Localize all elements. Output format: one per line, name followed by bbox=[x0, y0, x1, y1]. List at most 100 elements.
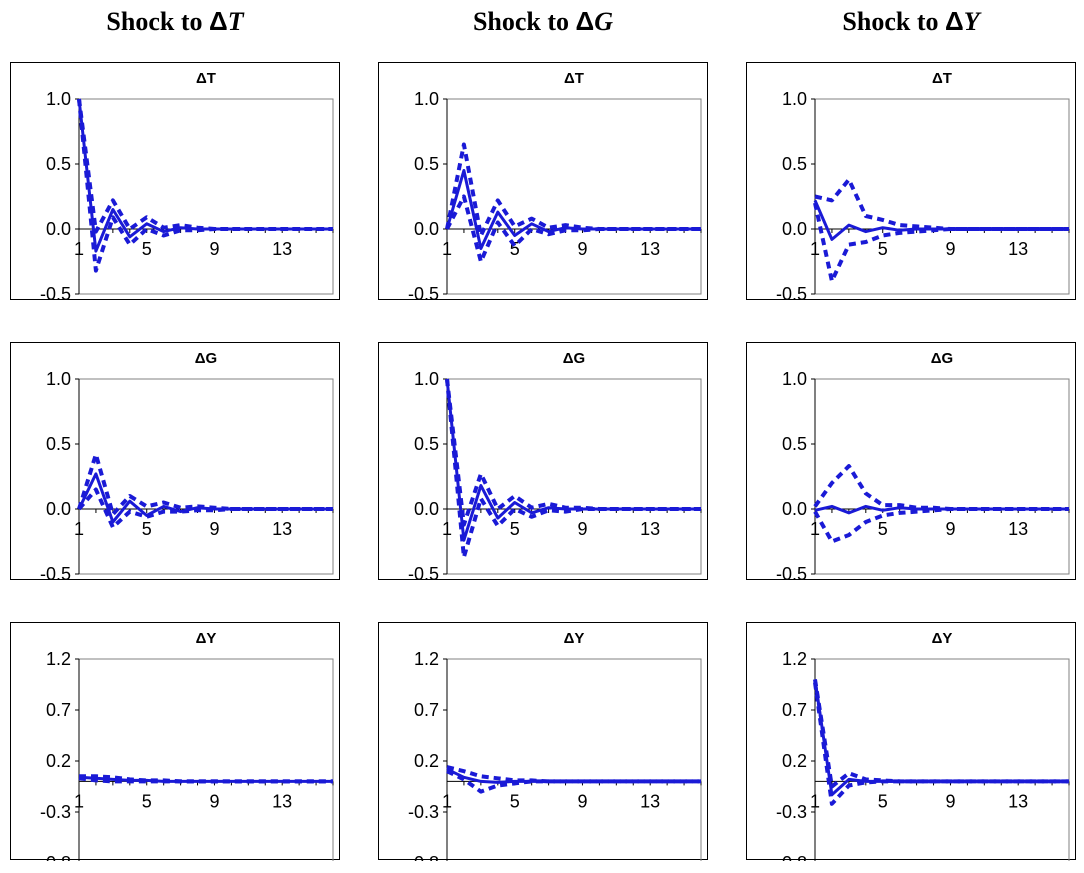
y-tick-label: 0.0 bbox=[414, 499, 439, 519]
y-tick-label: 0.0 bbox=[46, 219, 71, 239]
y-tick-label: -0.3 bbox=[40, 802, 71, 822]
title-var: Y bbox=[963, 7, 980, 36]
y-tick-label: 0.7 bbox=[414, 700, 439, 720]
panel-title: ΔG bbox=[195, 350, 217, 367]
x-tick-label: 1 bbox=[810, 239, 820, 259]
irf-panel: ΔY 1.2 0.7 0.2 -0.3 -0.8 1 5 9 13 bbox=[10, 622, 340, 861]
column-title-shock-y: Shock to ΔY bbox=[746, 6, 1076, 37]
x-tick-label: 9 bbox=[209, 791, 219, 811]
y-tick-label: -0.8 bbox=[408, 853, 439, 861]
impulse-response-line bbox=[77, 98, 333, 253]
plot-area bbox=[78, 658, 334, 861]
y-tick-label: 1.0 bbox=[414, 369, 439, 389]
y-tick-label: 1.2 bbox=[414, 649, 439, 669]
y-tick-label: -0.5 bbox=[40, 284, 71, 301]
panel-title: ΔT bbox=[196, 70, 216, 87]
x-tick-label: 5 bbox=[142, 519, 152, 539]
x-tick-label: 5 bbox=[878, 239, 888, 259]
confidence-band-line bbox=[445, 378, 701, 560]
irf-panel: ΔG 1.0 0.5 0.0 -0.5 1 5 9 13 bbox=[10, 342, 340, 581]
title-var: G bbox=[594, 7, 614, 36]
x-tick-label: 13 bbox=[1008, 239, 1028, 259]
confidence-band-line bbox=[813, 682, 1069, 806]
y-tick-label: -0.8 bbox=[40, 853, 71, 861]
impulse-response-line bbox=[77, 472, 333, 524]
x-tick-label: 13 bbox=[640, 519, 660, 539]
y-tick-label: 0.5 bbox=[782, 434, 807, 454]
y-tick-label: 0.0 bbox=[46, 499, 71, 519]
y-tick-label: -0.5 bbox=[408, 284, 439, 301]
irf-panel: ΔT 1.0 0.5 0.0 -0.5 1 5 9 13 bbox=[10, 62, 340, 301]
y-tick-label: 0.0 bbox=[414, 219, 439, 239]
impulse-response-line bbox=[813, 199, 1069, 241]
y-tick-label: 1.0 bbox=[782, 89, 807, 109]
panel-title: ΔT bbox=[564, 70, 584, 87]
x-tick-label: 1 bbox=[74, 239, 84, 259]
impulse-response-line bbox=[814, 504, 1069, 515]
irf-panel: ΔY 1.2 0.7 0.2 -0.3 -0.8 1 5 9 13 bbox=[378, 622, 708, 861]
y-tick-label: 0.2 bbox=[46, 751, 71, 771]
confidence-band-line bbox=[79, 774, 333, 784]
confidence-band-line bbox=[813, 679, 1069, 789]
x-tick-label: 5 bbox=[142, 239, 152, 259]
irf-chart: ΔT 1.0 0.5 0.0 -0.5 1 5 9 13 bbox=[408, 70, 702, 301]
y-tick-label: 0.7 bbox=[46, 700, 71, 720]
title-prefix: Shock to bbox=[106, 7, 209, 36]
x-tick-label: 1 bbox=[74, 519, 84, 539]
title-delta: Δ bbox=[575, 6, 595, 36]
plot-area bbox=[814, 658, 1070, 861]
x-tick-label: 9 bbox=[209, 519, 219, 539]
x-tick-label: 13 bbox=[1008, 791, 1028, 811]
plot-area bbox=[446, 98, 702, 295]
irf-chart: ΔG 1.0 0.5 0.0 -0.5 1 5 9 13 bbox=[408, 350, 702, 581]
irf-chart: ΔT 1.0 0.5 0.0 -0.5 1 5 9 13 bbox=[40, 70, 334, 301]
x-tick-label: 5 bbox=[510, 791, 520, 811]
x-tick-label: 9 bbox=[577, 791, 587, 811]
confidence-band-line bbox=[813, 507, 1069, 544]
irf-chart: ΔG 1.0 0.5 0.0 -0.5 1 5 9 13 bbox=[776, 350, 1070, 581]
x-tick-label: 1 bbox=[810, 791, 820, 811]
y-tick-label: -0.3 bbox=[408, 802, 439, 822]
x-tick-label: 9 bbox=[945, 519, 955, 539]
x-tick-label: 5 bbox=[510, 239, 520, 259]
panel-title: ΔY bbox=[932, 630, 953, 647]
plot-area bbox=[78, 378, 334, 575]
impulse-response-line bbox=[813, 679, 1069, 797]
y-tick-label: 0.5 bbox=[46, 154, 71, 174]
y-tick-label: 1.2 bbox=[46, 649, 71, 669]
confidence-band-line bbox=[814, 177, 1069, 231]
y-tick-label: 0.5 bbox=[782, 154, 807, 174]
irf-panel: ΔT 1.0 0.5 0.0 -0.5 1 5 9 13 bbox=[746, 62, 1076, 301]
title-prefix: Shock to bbox=[842, 7, 945, 36]
x-tick-label: 9 bbox=[945, 791, 955, 811]
irf-chart: ΔG 1.0 0.5 0.0 -0.5 1 5 9 13 bbox=[40, 350, 334, 581]
panel-title: ΔT bbox=[932, 70, 952, 87]
y-tick-label: 0.0 bbox=[782, 499, 807, 519]
x-tick-label: 13 bbox=[1008, 519, 1028, 539]
title-delta: Δ bbox=[945, 6, 964, 36]
confidence-band-line bbox=[445, 378, 701, 527]
column-title-shock-g: Shock to ΔG bbox=[378, 6, 708, 37]
irf-chart: ΔY 1.2 0.7 0.2 -0.3 -0.8 1 5 9 13 bbox=[408, 630, 702, 861]
confidence-band-line bbox=[77, 452, 333, 517]
column-title-shock-t: Shock to ΔT bbox=[10, 6, 340, 37]
confidence-band-line bbox=[813, 464, 1069, 511]
plot-area bbox=[446, 658, 702, 861]
confidence-band-line bbox=[77, 487, 333, 530]
x-tick-label: 13 bbox=[640, 791, 660, 811]
plot-area bbox=[446, 378, 702, 575]
confidence-band-line bbox=[78, 776, 333, 784]
confidence-band-line bbox=[446, 769, 701, 794]
y-tick-label: 0.2 bbox=[414, 751, 439, 771]
x-tick-label: 1 bbox=[442, 791, 452, 811]
confidence-band-line bbox=[77, 98, 333, 234]
y-tick-label: 0.2 bbox=[782, 751, 807, 771]
confidence-band-line bbox=[445, 142, 701, 238]
x-tick-label: 13 bbox=[272, 519, 292, 539]
irf-panel: ΔG 1.0 0.5 0.0 -0.5 1 5 9 13 bbox=[746, 342, 1076, 581]
confidence-band-line bbox=[446, 765, 701, 784]
y-tick-label: 1.0 bbox=[414, 89, 439, 109]
irf-panel: ΔY 1.2 0.7 0.2 -0.3 -0.8 1 5 9 13 bbox=[746, 622, 1076, 861]
y-tick-label: 1.0 bbox=[46, 369, 71, 389]
impulse-response-line bbox=[445, 378, 701, 542]
